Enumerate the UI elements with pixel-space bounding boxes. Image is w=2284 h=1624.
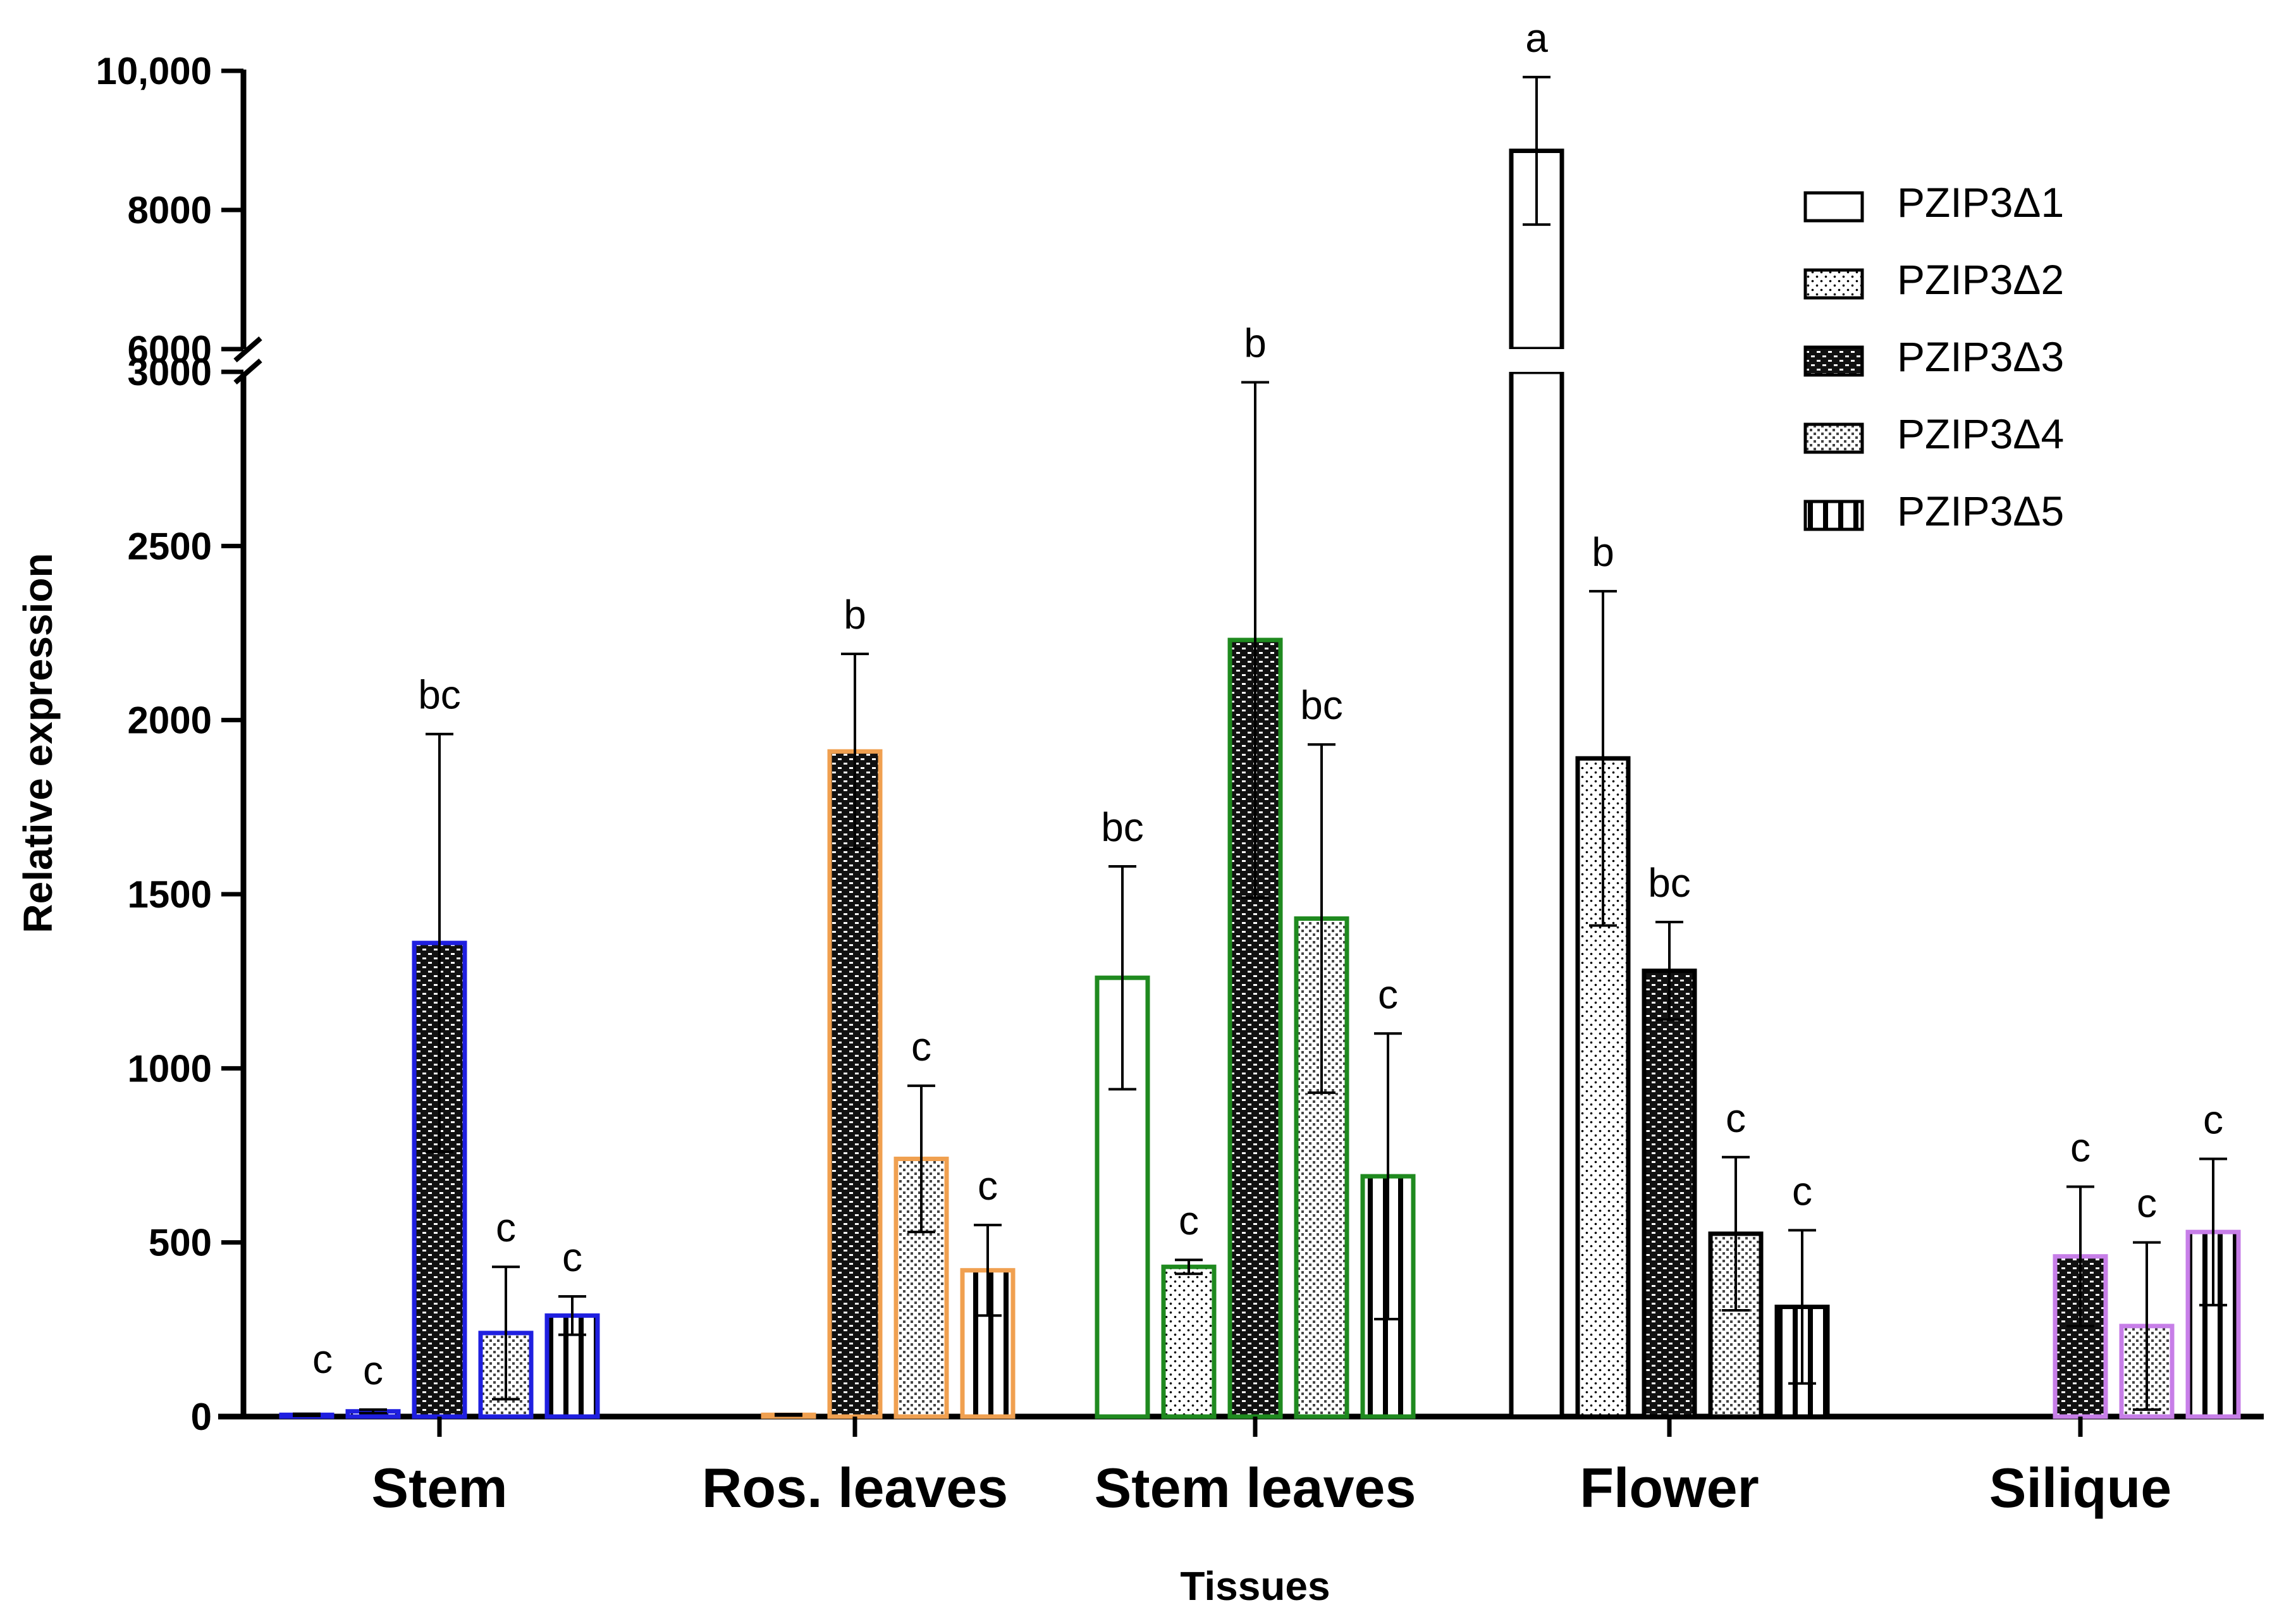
y-axis-break-mark-lower [233,358,262,385]
legend-label-pzip3-4: PZIP3Δ4 [1897,410,2064,457]
y-tick-label: 3000 [128,351,212,393]
significance-label: c [911,1024,931,1069]
significance-label: b [1592,529,1614,575]
y-tick-label: 10,000 [95,50,212,92]
significance-label: c [1726,1095,1746,1141]
significance-label: b [1244,321,1267,366]
significance-label: c [1792,1168,1812,1214]
significance-label: c [2070,1125,2091,1171]
y-tick-label: 2500 [128,525,212,567]
category-label-stem: Stem [371,1456,507,1519]
y-tick-label: 0 [191,1396,212,1438]
significance-label: bc [418,672,461,718]
x-axis-title: Tissues [1180,1563,1330,1609]
legend-swatch-pzip3-2 [1803,268,1864,300]
significance-label: c [496,1205,516,1250]
significance-label: bc [1648,860,1691,906]
y-tick-label: 500 [149,1222,212,1264]
significance-label: c [562,1234,582,1280]
significance-label: c [2203,1097,2223,1143]
significance-label: c [363,1348,383,1393]
legend-label-pzip3-3: PZIP3Δ3 [1897,333,2064,380]
bar-flower-pzip3-3 [1642,968,1697,1419]
y-axis-title: Relative expression [15,553,61,933]
y-tick-label: 1500 [128,873,212,916]
bar-stem-leaves-pzip3-1 [1095,975,1150,1419]
legend-label-pzip3-1: PZIP3Δ1 [1897,179,2064,226]
legend-swatch-pzip3-5 [1803,500,1864,531]
category-label-stem-leaves: Stem leaves [1095,1456,1416,1519]
category-label-ros-leaves: Ros. leaves [702,1456,1008,1519]
legend-label-pzip3-5: PZIP3Δ5 [1897,488,2064,534]
category-label-silique: Silique [1989,1456,2172,1519]
bar-stem-leaves-pzip3-2 [1161,1264,1217,1419]
bar-ros-leaves-pzip3-4 [893,1157,949,1419]
y-tick-label: 2000 [128,699,212,742]
legend: PZIP3Δ1 PZIP3Δ2 PZIP3Δ3 PZIP3Δ4 PZIP3Δ5 [1803,179,2064,534]
significance-label: c [1179,1198,1199,1243]
significance-label: bc [1300,682,1343,728]
bar-ros-leaves-pzip3-3 [827,749,883,1419]
significance-label: c [1378,971,1398,1017]
y-tick-label: 6000 [128,328,212,371]
significance-label: b [844,592,866,637]
legend-swatch-pzip3-1 [1803,191,1864,223]
bar-flower-pzip3-1-break-gap [1507,349,1566,372]
bar-flower-pzip3-1-lower [1509,369,1564,1419]
bar-stem-pzip3-3 [412,940,467,1419]
y-tick-label: 8000 [128,189,212,231]
y-tick-label: 1000 [128,1047,212,1090]
legend-label-pzip3-2: PZIP3Δ2 [1897,256,2064,303]
significance-label: c [312,1336,333,1382]
y-axis-break-mark-upper [233,336,262,363]
error-bars [293,75,2227,1417]
significance-label: c [2137,1181,2157,1226]
significance-label: c [978,1163,998,1209]
significance-label: a [1525,15,1548,61]
x-ticks: Stem Ros. leaves Stem leaves Flower Silique [371,1417,2171,1519]
legend-swatch-pzip3-4 [1803,422,1864,454]
legend-swatch-pzip3-3 [1803,345,1864,377]
category-label-flower: Flower [1580,1456,1759,1519]
significance-label: bc [1101,804,1144,850]
